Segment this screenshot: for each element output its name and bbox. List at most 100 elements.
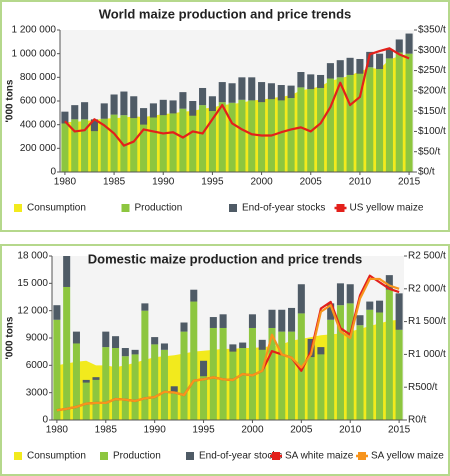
bar	[248, 327, 256, 420]
bar	[53, 305, 61, 320]
bar	[112, 348, 120, 420]
y-tick-label: 800 000	[20, 72, 57, 83]
bar	[317, 354, 325, 420]
bar	[218, 102, 226, 172]
bar	[376, 312, 384, 420]
price-line	[64, 47, 410, 147]
bar	[336, 283, 344, 306]
bar	[258, 82, 266, 103]
legend-marker	[358, 452, 366, 460]
y-tick-label: 6000	[26, 360, 49, 371]
bar	[238, 99, 246, 172]
bar	[268, 309, 276, 328]
y2-tick-label: R1 500/t	[408, 316, 446, 327]
bar	[385, 49, 393, 59]
bar	[376, 69, 384, 172]
bar	[268, 327, 276, 420]
bar	[307, 74, 315, 90]
y2-tick-label: R1 000/t	[408, 349, 446, 360]
x-tick-label: 1995	[201, 177, 224, 188]
y2-tick-label: $0/t	[418, 167, 435, 178]
y-tick-label: 1 000 000	[12, 48, 57, 59]
bar	[121, 356, 129, 420]
legend-label: Consumption	[27, 203, 86, 214]
y-tick-label: 200 000	[20, 143, 57, 154]
bar	[179, 108, 187, 172]
bar	[189, 101, 197, 116]
legend-marker	[14, 204, 22, 212]
bar	[120, 91, 128, 116]
x-tick-label: 2000	[241, 425, 264, 436]
bar	[297, 284, 305, 314]
y-axis-title: '000 tons	[5, 79, 16, 122]
y2-tick-label: $200/t	[418, 85, 446, 96]
y2-tick-label: $100/t	[418, 126, 446, 137]
bar	[190, 301, 198, 420]
bar	[376, 300, 384, 313]
x-tick-label: 1990	[144, 425, 167, 436]
bar	[317, 74, 325, 88]
x-tick-label: 2005	[300, 177, 323, 188]
bar	[169, 100, 177, 114]
bar	[287, 98, 295, 172]
bar	[199, 87, 207, 106]
x-tick-label: 1995	[192, 425, 215, 436]
bar	[238, 77, 246, 100]
bar	[121, 348, 129, 357]
bar	[209, 327, 217, 420]
bar	[248, 100, 256, 172]
bar	[385, 275, 393, 290]
x-tick-label: 2005	[290, 425, 313, 436]
legend-label: Production	[113, 451, 161, 462]
bar	[395, 39, 403, 53]
bar	[327, 303, 335, 320]
bar	[170, 386, 178, 392]
bar	[228, 83, 236, 103]
legend-label: SA yellow maize	[371, 451, 444, 462]
bar	[190, 289, 198, 302]
bar	[110, 114, 118, 172]
bar	[336, 60, 344, 78]
y-axis-title: '000 tons	[5, 316, 16, 359]
y-tick-label: 0	[42, 415, 48, 426]
bar	[81, 119, 89, 172]
y-tick-label: 400 000	[20, 119, 57, 130]
bar	[199, 105, 207, 172]
bar	[179, 92, 187, 109]
bar	[92, 377, 100, 380]
bar	[92, 379, 100, 420]
y2-tick-label: $150/t	[418, 106, 446, 117]
bar	[346, 284, 354, 304]
bar	[395, 329, 403, 420]
bar	[356, 73, 364, 172]
x-tick-label: 1980	[46, 425, 69, 436]
bar	[326, 78, 334, 172]
bar	[327, 319, 335, 420]
y-tick-label: 12 000	[17, 305, 48, 316]
bar	[82, 379, 90, 383]
bar	[61, 111, 69, 124]
legend-marker	[229, 204, 237, 212]
bar	[131, 354, 139, 420]
bar	[71, 119, 79, 172]
bar	[229, 351, 237, 420]
legend-marker	[186, 452, 194, 460]
x-tick-label: 1990	[152, 177, 175, 188]
bar	[61, 123, 69, 172]
bar	[130, 96, 138, 119]
y-tick-label: 3000	[26, 387, 49, 398]
bar	[151, 344, 159, 420]
legend-label: Consumption	[27, 451, 86, 462]
legend-marker	[14, 452, 22, 460]
y2-tick-label: $300/t	[418, 45, 446, 56]
legend-label: US yellow maize	[350, 203, 424, 214]
bar	[63, 256, 71, 287]
bar	[258, 339, 266, 350]
bar	[151, 337, 159, 345]
bar	[366, 301, 374, 310]
bar	[112, 336, 120, 349]
bar	[218, 82, 226, 103]
legend-label: SA white maize	[285, 451, 354, 462]
x-tick-label: 1980	[54, 177, 77, 188]
bar	[208, 111, 216, 172]
